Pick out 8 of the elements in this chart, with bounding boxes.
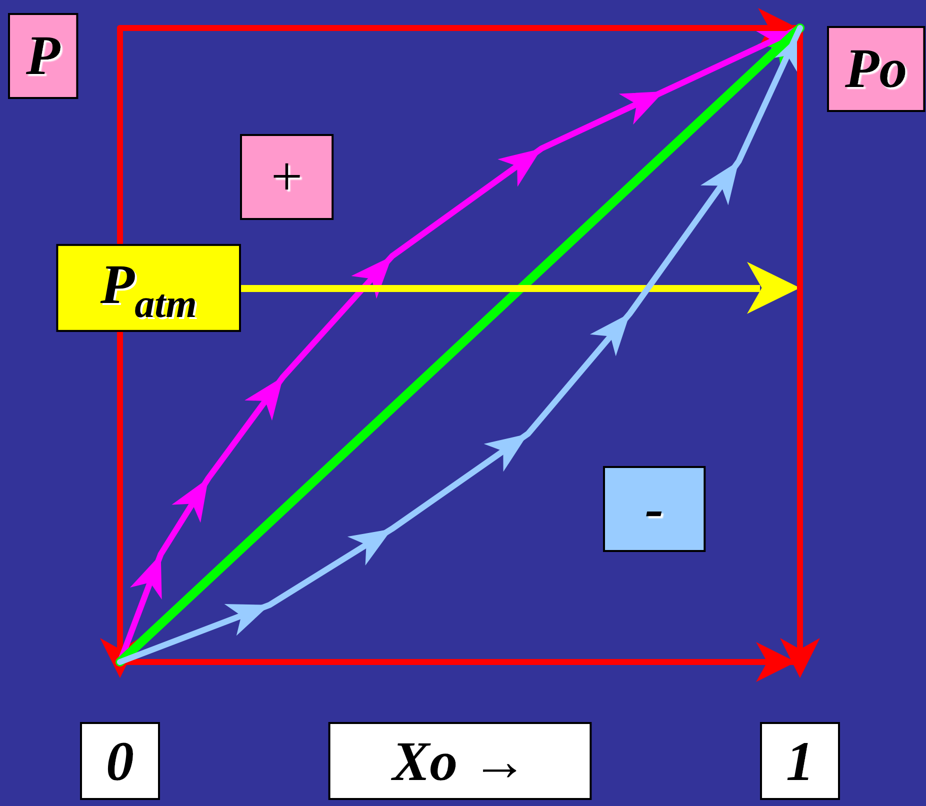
ref-line-label: P$_{atm}$ (99, 254, 197, 326)
x-axis-title: Xo → (390, 731, 528, 793)
annotation: + (271, 146, 303, 208)
y-axis-title: P (25, 25, 61, 87)
x-tick-label: 1 (786, 731, 814, 793)
annotation: Po (844, 38, 908, 100)
x-tick-label: 0 (106, 731, 134, 793)
annotation: - (645, 478, 664, 540)
